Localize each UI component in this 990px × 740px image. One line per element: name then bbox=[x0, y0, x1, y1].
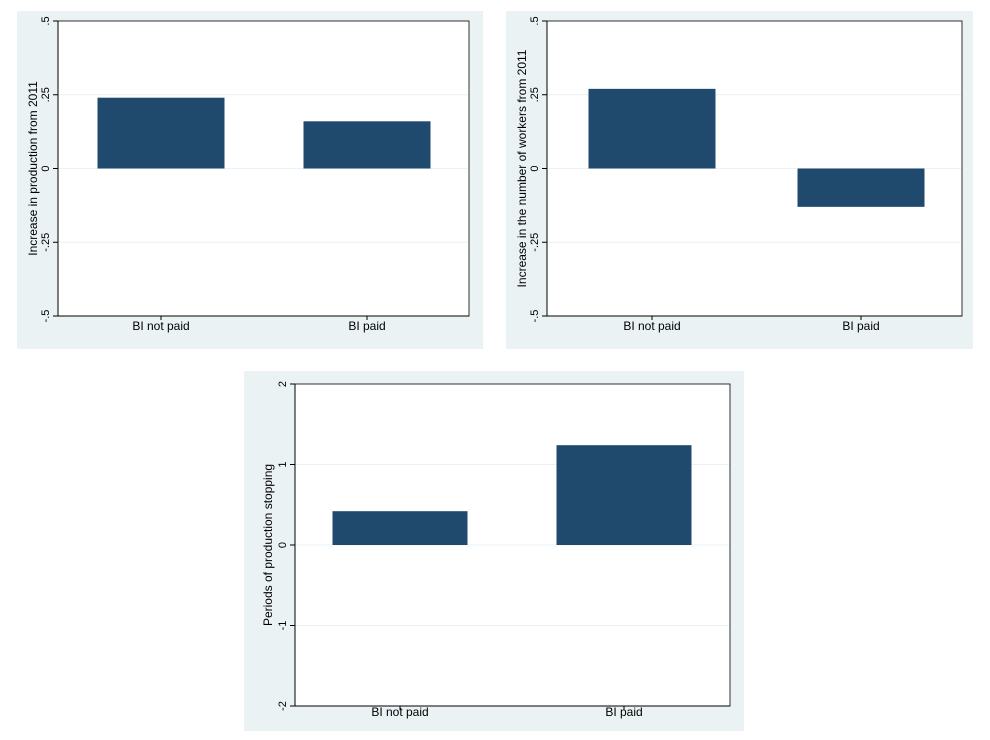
chart-stopping-svg: 2 1 0 -1 -2 BI not paid BI paid Periods of prod… bbox=[261, 381, 731, 719]
category-label: BI not paid bbox=[371, 705, 428, 719]
y-tick-label: 0 bbox=[40, 165, 52, 171]
y-tick-label: .25 bbox=[40, 87, 52, 102]
bar-bi-paid bbox=[303, 121, 431, 169]
category-label: BI not paid bbox=[623, 319, 680, 333]
category-label: BI paid bbox=[842, 319, 879, 333]
bar-bi-paid bbox=[556, 445, 692, 545]
y-tick-label: .25 bbox=[529, 87, 541, 102]
y-axis-title: Increase in production from 2011 bbox=[26, 81, 40, 256]
bar-bi-paid bbox=[797, 168, 925, 207]
chart-production-svg: .5 .25 0 -.25 -.5 BI not paid BI paid Increase … bbox=[26, 16, 470, 333]
category-label: BI paid bbox=[605, 705, 642, 719]
chart-panel-production: .5 .25 0 -.25 -.5 BI not paid BI paid Increase … bbox=[17, 11, 483, 349]
y-tick-label: 0 bbox=[277, 542, 289, 548]
y-tick-label: -.5 bbox=[40, 310, 52, 323]
y-tick-label: .5 bbox=[40, 16, 52, 25]
chart-panel-stopping: 2 1 0 -1 -2 BI not paid BI paid Periods of prod… bbox=[244, 371, 744, 731]
y-tick-label: 1 bbox=[277, 461, 289, 467]
y-tick-label: -.25 bbox=[529, 233, 541, 252]
y-tick-label: 0 bbox=[529, 165, 541, 171]
y-tick-label: -1 bbox=[277, 621, 289, 631]
y-tick-label: -2 bbox=[277, 701, 289, 711]
y-tick-label: -.25 bbox=[40, 233, 52, 252]
y-tick-label: -.5 bbox=[529, 310, 541, 323]
y-tick-label: .5 bbox=[529, 16, 541, 25]
chart-panel-workers: .5 .25 0 -.25 -.5 BI not paid BI paid Increase … bbox=[506, 11, 973, 349]
category-label: BI not paid bbox=[132, 319, 189, 333]
y-tick-label: 2 bbox=[277, 381, 289, 387]
y-axis-title: Increase in the number of workers from 2… bbox=[515, 49, 529, 287]
chart-workers-svg: .5 .25 0 -.25 -.5 BI not paid BI paid Increase … bbox=[515, 16, 963, 333]
bar-bi-not-paid bbox=[588, 88, 716, 169]
bar-bi-not-paid bbox=[332, 511, 468, 545]
y-axis-title: Periods of production stopping bbox=[261, 464, 275, 626]
category-label: BI paid bbox=[348, 319, 385, 333]
bar-bi-not-paid bbox=[97, 97, 225, 169]
